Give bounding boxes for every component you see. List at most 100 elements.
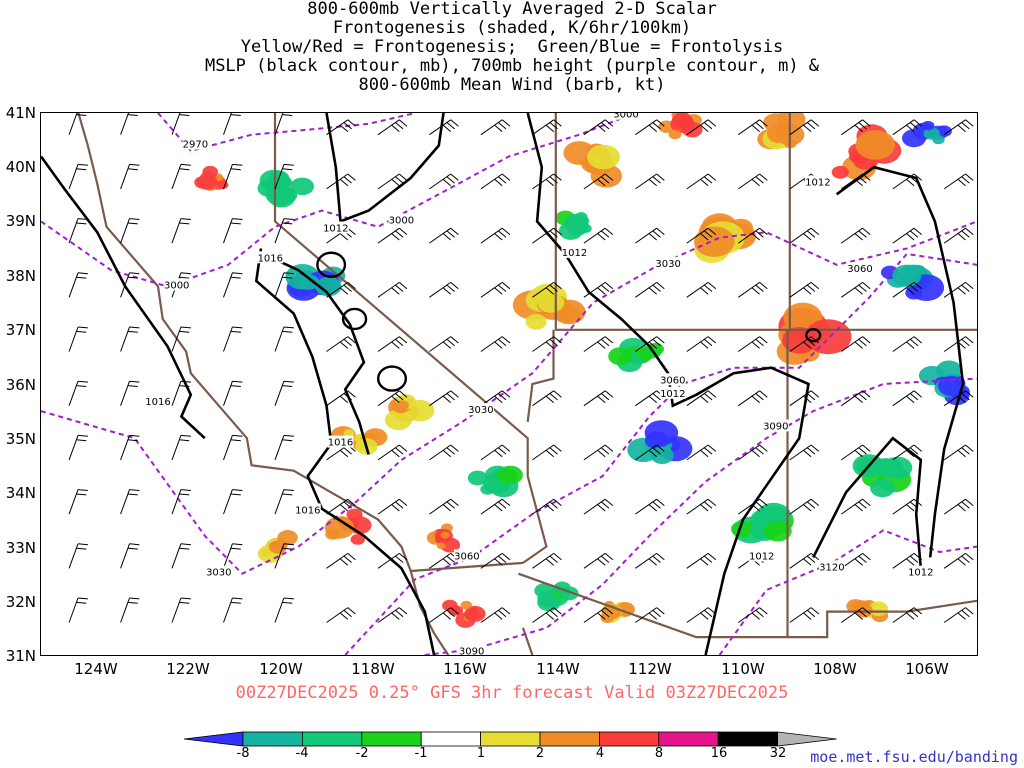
wind-barb (274, 489, 294, 515)
wind-barb (686, 444, 717, 461)
colorbar-segment (658, 731, 719, 747)
wind-barb (68, 163, 88, 190)
wind-barb (532, 607, 562, 623)
mslp-contour-label: 1016 (295, 505, 320, 516)
source-url-link[interactable]: moe.met.fsu.edu/banding (810, 748, 1018, 766)
wind-barbs (68, 113, 974, 623)
height-contour-label-bg (762, 419, 789, 432)
wind-barb (480, 552, 511, 569)
wind-barb (635, 444, 665, 461)
wind-barb (377, 173, 408, 190)
height-contour-label-bg (655, 256, 682, 269)
wind-barb (68, 272, 88, 298)
lat-label-35: 35N (5, 430, 36, 448)
shade-cell (440, 531, 450, 539)
shade-cell (217, 180, 229, 190)
shade-cell (608, 347, 633, 366)
height-contour-label-bg (453, 549, 480, 562)
wind-barb (532, 390, 562, 407)
wind-barb (686, 119, 717, 136)
wind-barb (223, 597, 243, 623)
wind-barb (532, 444, 562, 461)
shade-cell (694, 226, 735, 257)
wind-barb (120, 543, 140, 569)
wind-barb (120, 163, 140, 190)
wind-barb (841, 552, 871, 569)
height-contour-label: 3120 (819, 562, 844, 573)
wind-barb (223, 272, 243, 298)
shade-cell (468, 607, 479, 615)
height-contour-label-bg (182, 137, 209, 150)
shade-cell (644, 431, 669, 450)
wind-barb (223, 543, 243, 569)
mslp-closed-contour (377, 365, 408, 392)
wind-barb (738, 281, 768, 298)
wind-barb (377, 444, 408, 461)
lat-label-36: 36N (5, 376, 36, 394)
colorbar-segment (361, 731, 422, 747)
figure-title: 800-600mb Vertically Averaged 2-D Scalar… (0, 0, 1024, 95)
wind-barb (789, 552, 820, 569)
shade-cell (384, 409, 412, 431)
wind-barb (274, 218, 294, 244)
wind-barb (377, 336, 408, 352)
wind-barb (68, 543, 88, 569)
wind-barb (480, 498, 511, 515)
colorbar-segment (420, 731, 481, 747)
wind-barb (943, 498, 974, 515)
wind-barb (274, 434, 294, 461)
wind-barb (583, 444, 614, 461)
wind-barb (943, 552, 974, 569)
wind-barb (841, 119, 871, 136)
wind-barb (223, 218, 243, 244)
wind-barb (738, 173, 768, 190)
mslp-contour-label-bg (561, 245, 588, 258)
lat-label-31: 31N (5, 647, 36, 665)
shade-cell (892, 264, 922, 287)
wind-barb (583, 336, 614, 352)
shade-cell (854, 603, 873, 618)
lat-label-41: 41N (5, 104, 36, 122)
height-contour-line (718, 529, 977, 655)
wind-barb (68, 597, 88, 623)
lon-label-120: 120W (259, 660, 303, 678)
wind-barb (171, 218, 191, 244)
wind-barb (480, 227, 511, 244)
map-panel: 1012 1016 1016 1016 1016 1012 1012 1012 1012 1012… (40, 112, 978, 656)
wind-barb (738, 607, 768, 623)
wind-barb (377, 119, 408, 136)
wind-barb (171, 326, 191, 352)
lat-label-39: 39N (5, 212, 36, 230)
border-line (273, 113, 548, 564)
mslp-contour-line (812, 436, 923, 569)
lat-label-38: 38N (5, 267, 36, 285)
mslp-contour-label: 1012 (562, 248, 587, 259)
mslp-contour-line (325, 113, 445, 224)
mslp-contour-label-bg (748, 549, 775, 562)
wind-barb (223, 163, 243, 190)
height-contour-label-bg (205, 565, 232, 578)
wind-barb (841, 173, 871, 190)
wind-barb (943, 281, 974, 298)
height-contour-label: 3030 (206, 568, 231, 579)
wind-barb (429, 498, 459, 515)
wind-barb (68, 434, 88, 461)
shade-cell (395, 400, 409, 411)
wind-barb (171, 597, 191, 623)
wind-barb (171, 434, 191, 461)
wind-barb (274, 380, 294, 406)
shade-cell (855, 130, 896, 160)
shade-cell (587, 144, 620, 170)
mslp-contour-label-bg (145, 395, 171, 407)
height-contour-label-bg (847, 262, 873, 275)
wind-barb (738, 336, 768, 352)
mslp-contour-label-bg (257, 251, 284, 264)
colorbar-segment (183, 731, 244, 747)
colorbar-label-2: -2 (355, 746, 369, 761)
wind-barb (892, 173, 923, 190)
shade-cell (763, 520, 792, 542)
mslp-contour-line (41, 155, 206, 440)
wind-barb (943, 119, 974, 136)
shade-cell (575, 212, 588, 221)
wind-barb (583, 552, 614, 569)
